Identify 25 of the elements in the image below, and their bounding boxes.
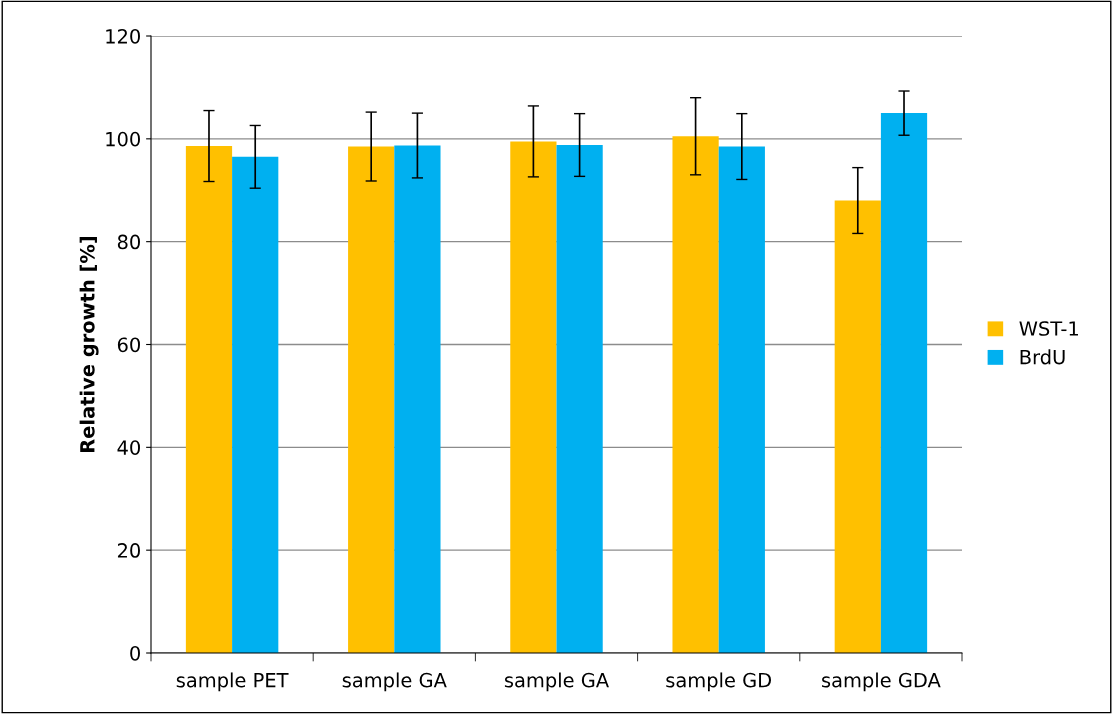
y-axis-title: Relative growth [%] [79,236,99,452]
x-tick-label: sample GA [504,672,609,692]
bar [672,136,719,653]
bar [510,141,557,653]
y-tick-label: 20 [117,543,140,558]
bar [834,200,881,653]
bar [185,146,233,653]
y-tick-label: 80 [117,234,140,250]
x-tick-label: sample GA [342,672,447,692]
bar [394,145,441,653]
bar [232,156,279,653]
y-tick-label: 120 [106,28,140,44]
bar [348,146,395,653]
y-tick-label: 60 [117,337,140,353]
bar [556,145,603,653]
x-tick-label: sample GDA [822,672,941,692]
x-tick-label: sample PET [176,672,289,692]
bar [718,146,765,653]
legend-label: WST-1 [1019,321,1078,336]
y-tick-label: 40 [117,440,140,455]
legend-label: BrdU [1020,349,1065,365]
y-tick-label: 0 [130,645,140,661]
y-tick-label: 100 [106,131,140,147]
bar [880,113,928,653]
x-tick-label: sample GD [666,672,772,692]
